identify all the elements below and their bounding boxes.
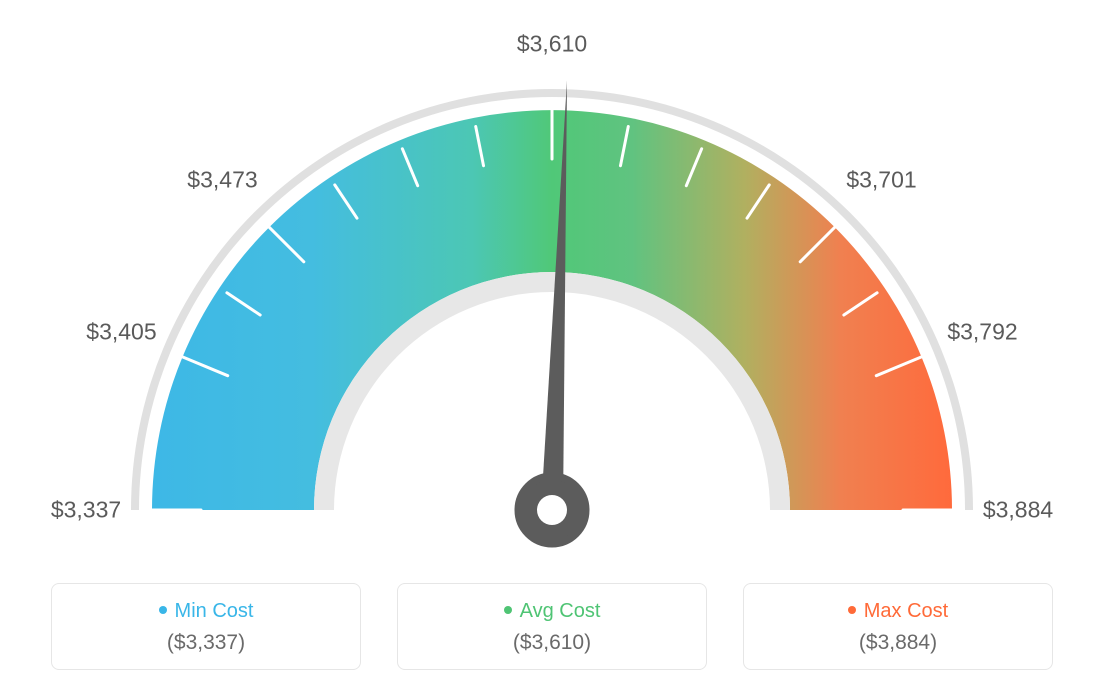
legend-value-max: ($3,884) [754, 631, 1042, 655]
gauge-tick-label: $3,792 [947, 318, 1017, 345]
gauge-tick-label: $3,884 [983, 497, 1053, 524]
legend-row: Min Cost ($3,337) Avg Cost ($3,610) Max … [0, 583, 1104, 670]
gauge-svg [0, 0, 1104, 560]
dot-icon [848, 606, 856, 614]
legend-card-avg: Avg Cost ($3,610) [397, 583, 707, 670]
legend-title-min: Min Cost [62, 600, 350, 623]
gauge-tick-label: $3,405 [86, 318, 156, 345]
gauge-tick-label: $3,337 [51, 497, 121, 524]
gauge-tick-label: $3,473 [187, 167, 257, 194]
legend-value-min: ($3,337) [62, 631, 350, 655]
dot-icon [504, 606, 512, 614]
legend-value-avg: ($3,610) [408, 631, 696, 655]
legend-card-max: Max Cost ($3,884) [743, 583, 1053, 670]
legend-title-label: Min Cost [175, 600, 254, 622]
cost-gauge-chart: $3,337 $3,405 $3,473 $3,610 $3,701 $3,792 $3,8… [0, 0, 1104, 690]
legend-title-max: Max Cost [754, 600, 1042, 623]
dot-icon [159, 606, 167, 614]
legend-title-label: Max Cost [864, 600, 948, 622]
gauge-tick-label: $3,701 [846, 167, 916, 194]
legend-card-min: Min Cost ($3,337) [51, 583, 361, 670]
gauge-tick-label: $3,610 [517, 31, 587, 58]
legend-title-avg: Avg Cost [408, 600, 696, 623]
gauge-area: $3,337 $3,405 $3,473 $3,610 $3,701 $3,792 $3,8… [0, 0, 1104, 560]
legend-title-label: Avg Cost [520, 600, 601, 622]
